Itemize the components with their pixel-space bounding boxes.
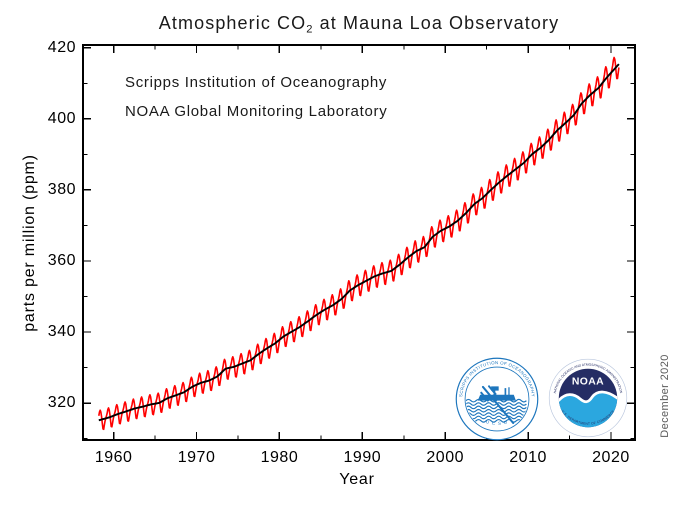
annotation-noaa-gml: NOAA Global Monitoring Laboratory [125,103,388,120]
date-annotation: December 2020 [659,354,671,438]
noaa-sea-shape [558,392,618,428]
noaa-wordmark: NOAA [572,376,604,387]
plot-border [82,44,636,441]
noaa-logo: NOAA NATIONAL OCEANIC AND ATMOSPHERIC AD… [548,358,628,438]
x-tick-label: 2020 [592,449,630,466]
y-tick-label: 400 [47,109,76,127]
x-tick-label: 2000 [426,449,464,466]
axes-layer [82,44,636,441]
x-tick-label: 1970 [177,449,216,466]
y-tick-label: 420 [47,38,76,56]
x-tick-label: 1980 [260,449,299,466]
scripps-ship-icon [477,386,516,401]
x-tick-label: 1990 [343,449,382,466]
y-axis-label: parts per million (ppm) [21,154,38,332]
x-tick-label: 1960 [94,449,133,466]
x-axis-label: Year [339,471,375,488]
scripps-ucsd-text: U C S D [485,419,507,426]
chart-title: Atmospheric CO2 at Mauna Loa Observatory [159,13,559,35]
noaa-gull-icon [558,390,618,404]
x-tick-label: 2010 [509,449,547,466]
y-tick-label: 340 [47,323,76,340]
scripps-ocean-waves [465,385,527,424]
scripps-trident-icon [480,385,515,424]
annotation-scripps: Scripps Institution of Oceanography [125,74,388,91]
y-tick-label: 360 [47,251,76,269]
trend-co2-series [98,63,620,422]
curves-layer [98,56,620,431]
chart-title-prefix: Atmospheric CO [158,13,307,33]
chart-title-subscript: 2 [306,23,314,36]
chart-title-suffix: at Mauna Loa Observatory [313,13,560,33]
svg-text:U C S D: U C S D [485,419,508,426]
y-tick-label: 320 [47,394,76,412]
scripps-institution-logo: SCRIPPS INSTITUTION OF OCEANOGRAPHY U C … [455,357,539,441]
y-tick-label: 380 [47,180,76,198]
